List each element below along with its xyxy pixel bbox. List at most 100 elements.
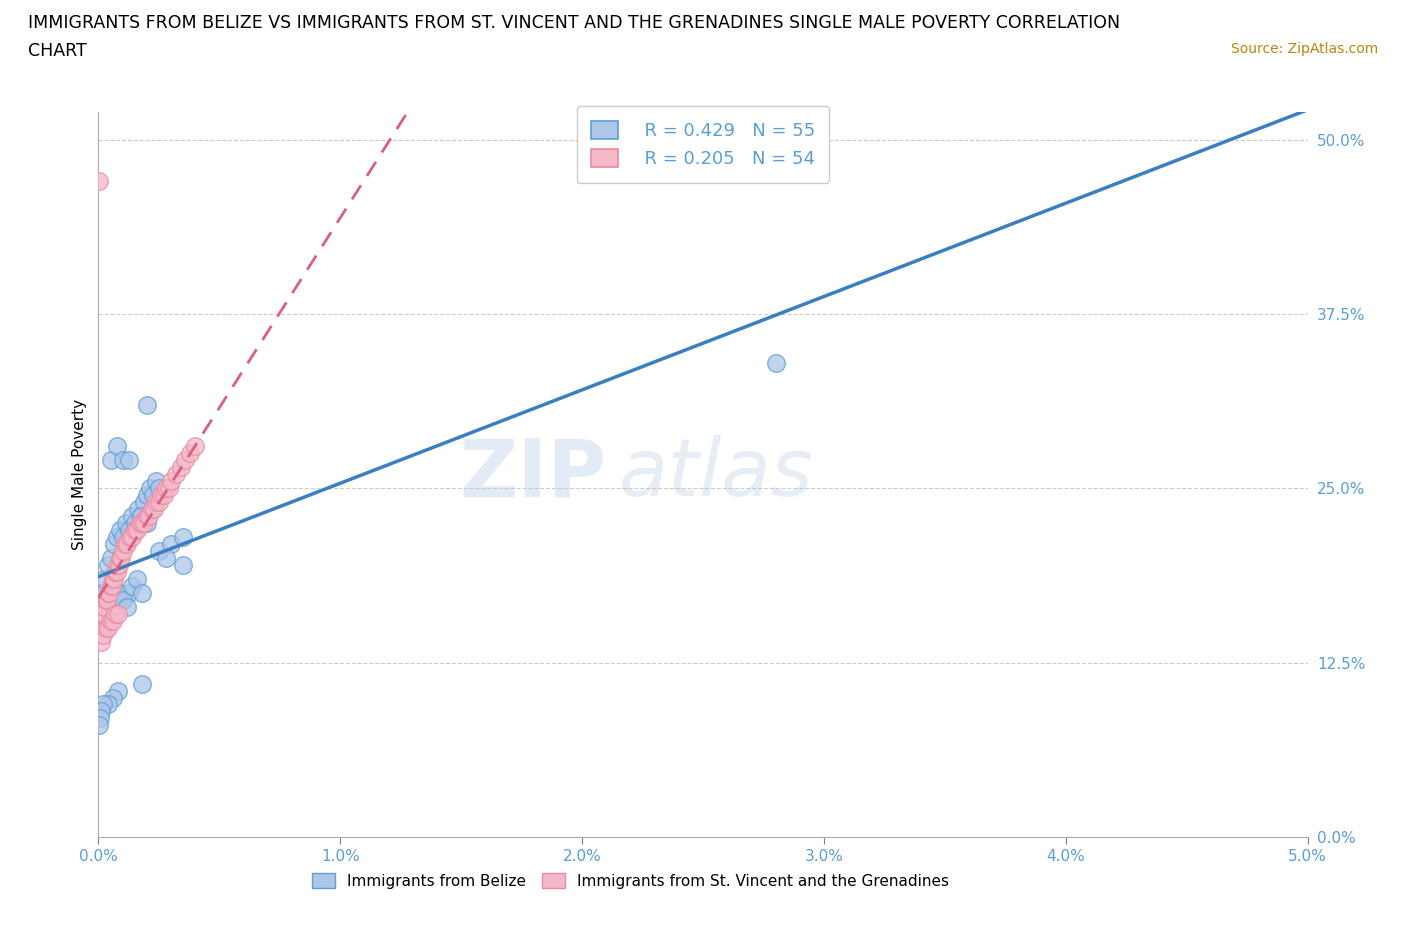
Point [129, 509, 152, 524]
Point [101, 690, 124, 705]
Point [155, 481, 177, 496]
Point [169, 460, 191, 475]
Point [101, 578, 124, 593]
Point [89, 174, 111, 189]
Point [97, 586, 120, 601]
Point [174, 453, 197, 468]
Point [93, 571, 115, 587]
Point [152, 488, 174, 503]
Point [157, 481, 180, 496]
Point [132, 495, 155, 510]
Point [184, 439, 207, 454]
Point [90, 606, 112, 621]
Point [101, 614, 124, 629]
Point [97, 620, 120, 635]
Point [138, 509, 160, 524]
Point [91, 600, 114, 615]
Point [145, 495, 167, 510]
Text: IMMIGRANTS FROM BELIZE VS IMMIGRANTS FROM ST. VINCENT AND THE GRENADINES SINGLE : IMMIGRANTS FROM BELIZE VS IMMIGRANTS FRO… [28, 14, 1121, 32]
Point [111, 544, 134, 559]
Text: CHART: CHART [28, 42, 87, 60]
Point [89, 614, 111, 629]
Point [100, 578, 122, 593]
Point [172, 558, 194, 573]
Point [91, 628, 114, 643]
Point [127, 571, 149, 587]
Point [139, 481, 162, 496]
Point [117, 600, 139, 615]
Point [121, 509, 143, 524]
Point [765, 355, 787, 370]
Legend: Immigrants from Belize, Immigrants from St. Vincent and the Grenadines: Immigrants from Belize, Immigrants from … [307, 867, 955, 895]
Point [104, 565, 127, 579]
Point [128, 516, 150, 531]
Point [90, 704, 112, 719]
Point [131, 586, 153, 601]
Point [90, 586, 112, 601]
Point [105, 530, 128, 545]
Point [105, 565, 128, 579]
Point [108, 558, 131, 573]
Point [94, 620, 117, 635]
Point [143, 502, 166, 517]
Point [148, 481, 170, 496]
Text: atlas: atlas [619, 435, 813, 513]
Point [160, 537, 183, 551]
Point [91, 606, 114, 621]
Point [135, 488, 157, 503]
Point [129, 509, 152, 524]
Point [90, 634, 112, 649]
Point [107, 606, 129, 621]
Point [148, 544, 170, 559]
Point [97, 558, 120, 573]
Point [135, 516, 157, 531]
Point [103, 537, 125, 551]
Point [124, 516, 146, 531]
Point [96, 592, 118, 607]
Point [107, 684, 129, 698]
Point [105, 439, 128, 454]
Point [100, 578, 122, 593]
Point [172, 530, 194, 545]
Point [89, 711, 111, 726]
Point [124, 523, 146, 538]
Point [111, 592, 134, 607]
Point [148, 495, 170, 510]
Point [135, 509, 157, 524]
Point [104, 606, 127, 621]
Point [124, 523, 146, 538]
Point [118, 453, 141, 468]
Point [134, 516, 156, 531]
Point [127, 502, 149, 517]
Point [89, 718, 111, 733]
Point [107, 558, 129, 573]
Point [131, 516, 153, 531]
Point [108, 523, 131, 538]
Point [98, 586, 121, 601]
Point [111, 592, 134, 607]
Point [93, 600, 115, 615]
Text: ZIP: ZIP [458, 435, 606, 513]
Point [100, 551, 122, 565]
Point [145, 474, 167, 489]
Point [97, 698, 120, 712]
Point [111, 453, 134, 468]
Point [110, 551, 132, 565]
Point [91, 698, 114, 712]
Point [114, 537, 136, 551]
Text: Source: ZipAtlas.com: Source: ZipAtlas.com [1230, 42, 1378, 56]
Point [94, 592, 117, 607]
Point [135, 397, 157, 412]
Y-axis label: Single Male Poverty: Single Male Poverty [72, 399, 87, 550]
Point [121, 578, 143, 593]
Point [111, 530, 134, 545]
Point [107, 586, 129, 601]
Point [91, 606, 114, 621]
Point [131, 676, 153, 691]
Point [118, 523, 141, 538]
Point [97, 592, 120, 607]
Point [142, 488, 165, 503]
Point [165, 467, 187, 482]
Point [121, 530, 143, 545]
Point [179, 446, 201, 461]
